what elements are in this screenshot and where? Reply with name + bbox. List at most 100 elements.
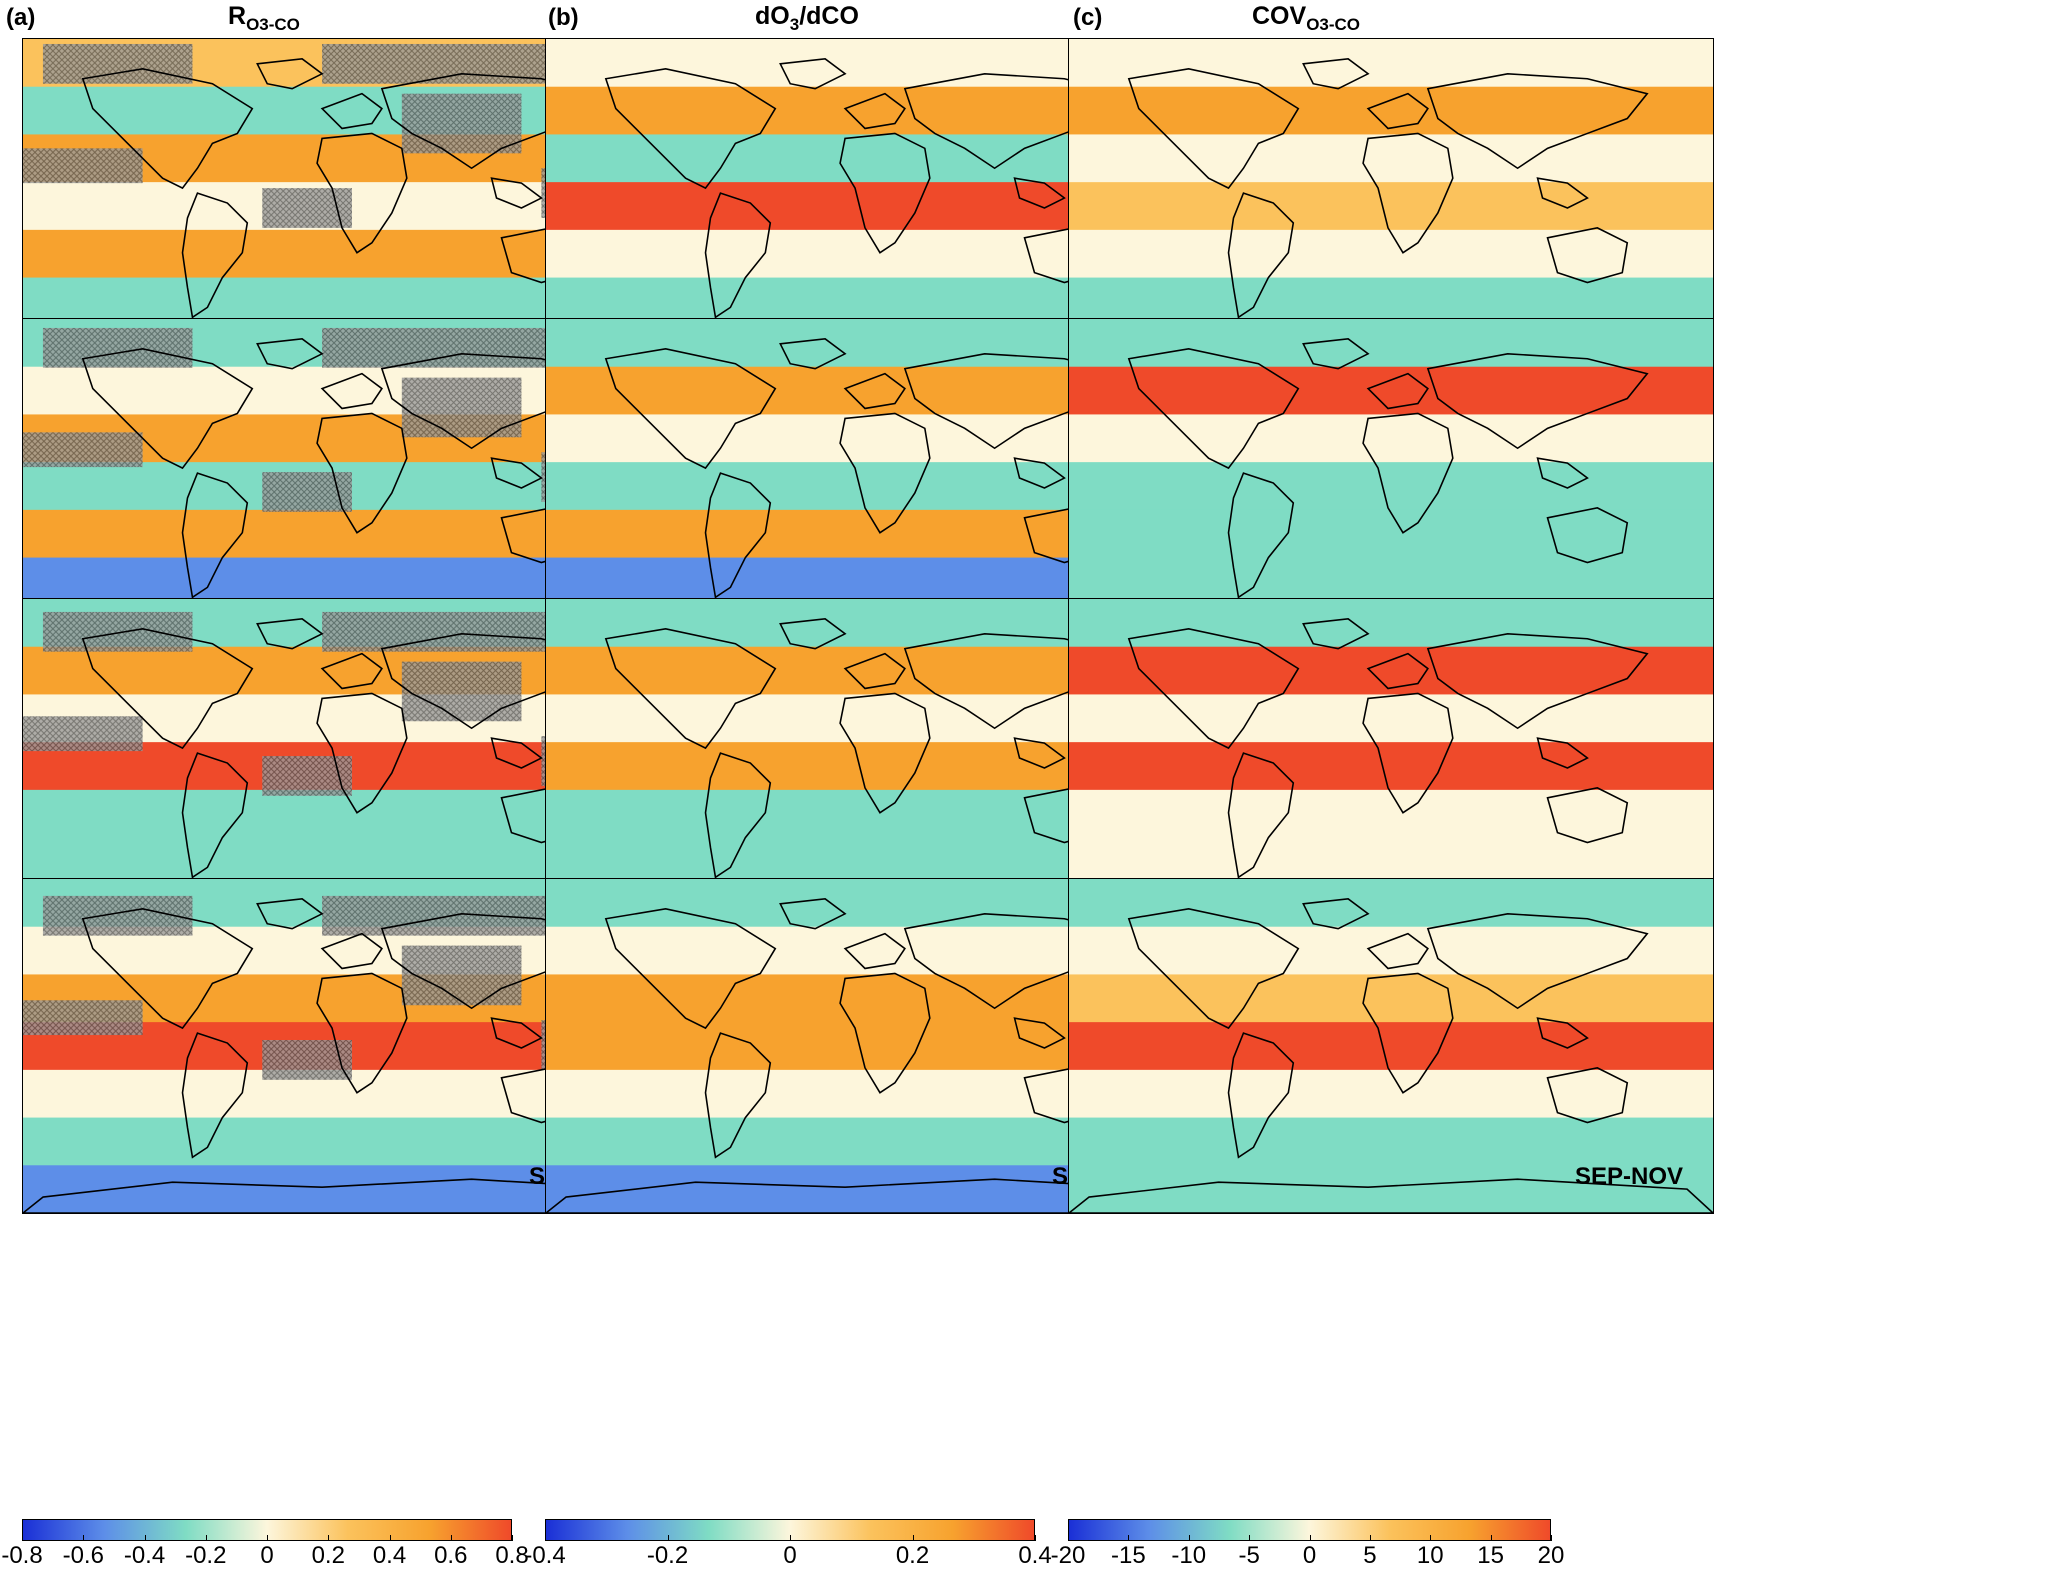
field-band xyxy=(1069,599,1713,648)
coastline xyxy=(81,628,254,750)
field-band xyxy=(1069,414,1713,464)
col-b-title-sub: 3 xyxy=(789,15,800,34)
colorbar-tick-label: 0.4 xyxy=(1018,1542,1052,1569)
coastline xyxy=(1546,1067,1629,1124)
coastline xyxy=(1127,348,1300,470)
coastline xyxy=(490,737,543,769)
coastline xyxy=(380,912,603,1010)
coastline xyxy=(81,68,254,190)
coastline xyxy=(903,352,1126,450)
insignificant-hatch xyxy=(23,432,143,468)
field-band xyxy=(1069,789,1713,839)
field-band xyxy=(1069,39,1713,88)
insignificant-hatch xyxy=(262,756,352,796)
coastline xyxy=(490,1017,543,1049)
coastline xyxy=(380,352,603,450)
colorbar-tick-label: 0.2 xyxy=(311,1542,345,1569)
coastline xyxy=(704,752,772,879)
col-b-title-tail: /dCO xyxy=(799,2,859,30)
coastline xyxy=(704,1032,772,1159)
colorbar-tick-mark xyxy=(144,1535,146,1541)
colorbar-tick-mark xyxy=(1035,1535,1036,1541)
colorbar-tick-label: -0.2 xyxy=(185,1542,227,1569)
season-label: SEP-NOV xyxy=(1574,1163,1683,1190)
col-b-title: dO3/dCO xyxy=(755,2,859,35)
field-band xyxy=(1069,1069,1713,1119)
coastline xyxy=(81,908,254,1030)
coastline xyxy=(604,628,777,750)
coastline xyxy=(1546,507,1629,564)
colorbar-tick-mark xyxy=(389,1535,391,1541)
field-band xyxy=(1069,879,1713,928)
colorbar-tick-mark xyxy=(790,1535,791,1541)
col-b-label: (b) xyxy=(548,4,579,31)
insignificant-hatch xyxy=(262,472,352,512)
field-band xyxy=(1069,974,1713,1024)
colorbar-tick-mark xyxy=(450,1535,452,1541)
colorbar-tick-mark xyxy=(1128,1535,1130,1541)
coastline xyxy=(1536,457,1589,489)
colorbar-tick-mark xyxy=(83,1535,85,1541)
coastline xyxy=(1302,898,1370,930)
coastline xyxy=(181,192,249,319)
coastline xyxy=(604,68,777,190)
coastline xyxy=(779,898,847,930)
insignificant-hatch xyxy=(42,611,193,652)
colorbar-tick-mark xyxy=(1430,1535,1432,1541)
coastline xyxy=(320,932,383,970)
coastline xyxy=(1366,372,1429,410)
colorbar-tick-label: 0.8 xyxy=(495,1542,529,1569)
coastline xyxy=(1536,1017,1589,1049)
coastline xyxy=(1426,632,1649,730)
insignificant-hatch xyxy=(42,43,193,84)
col-c-title-sub: O3-CO xyxy=(1306,15,1361,34)
col-b-title-main: dO xyxy=(755,2,790,30)
colorbar-tick-label: -5 xyxy=(1238,1542,1260,1569)
colorbar-tick-mark xyxy=(267,1535,268,1541)
coastline xyxy=(903,72,1126,170)
field-band xyxy=(1069,1022,1713,1071)
colorbar-tick-label: -0.4 xyxy=(123,1542,166,1569)
col-a-title-main: R xyxy=(228,2,247,30)
coastline xyxy=(1013,457,1066,489)
col-a-title: RO3-CO xyxy=(228,2,300,35)
field-band xyxy=(1069,1117,1713,1167)
insignificant-hatch xyxy=(401,377,522,438)
coastline xyxy=(704,192,772,319)
coastline xyxy=(1362,972,1454,1094)
colorbar-tick-mark xyxy=(667,1535,669,1541)
coastline xyxy=(839,972,931,1094)
coastline xyxy=(1227,472,1295,599)
field-band xyxy=(1069,229,1713,279)
field-band xyxy=(1069,134,1713,184)
coastline xyxy=(1536,177,1589,209)
coastline xyxy=(1013,737,1066,769)
coastline xyxy=(1366,92,1429,130)
coastline xyxy=(256,898,324,930)
col-a-label: (a) xyxy=(6,4,36,31)
coastline xyxy=(316,972,408,1094)
coastline xyxy=(604,908,777,1030)
coastline xyxy=(1227,1032,1295,1159)
insignificant-hatch xyxy=(42,895,193,936)
colorbar-tick-label: 0.6 xyxy=(434,1542,468,1569)
insignificant-hatch xyxy=(262,1040,352,1080)
coastline xyxy=(839,132,931,254)
coastline xyxy=(316,692,408,814)
coastline xyxy=(380,72,603,170)
colorbar-tick-label: 5 xyxy=(1363,1542,1377,1569)
colorbar-tick-label: 0 xyxy=(260,1542,274,1569)
insignificant-hatch xyxy=(401,661,522,722)
insignificant-hatch xyxy=(23,1000,143,1036)
colorbar-tick-mark xyxy=(1490,1535,1492,1541)
coastline xyxy=(1362,132,1454,254)
coastline xyxy=(1546,787,1629,844)
coastline xyxy=(380,632,603,730)
colorbar-tick-label: 0 xyxy=(783,1542,797,1569)
colorbar-tick-label: 0 xyxy=(1302,1542,1317,1569)
coastline xyxy=(256,58,324,90)
colorbar-tick-label: -20 xyxy=(1050,1542,1086,1569)
coastline xyxy=(1227,752,1295,879)
colorbar-tick-mark xyxy=(328,1535,330,1541)
field-band xyxy=(1069,509,1713,559)
